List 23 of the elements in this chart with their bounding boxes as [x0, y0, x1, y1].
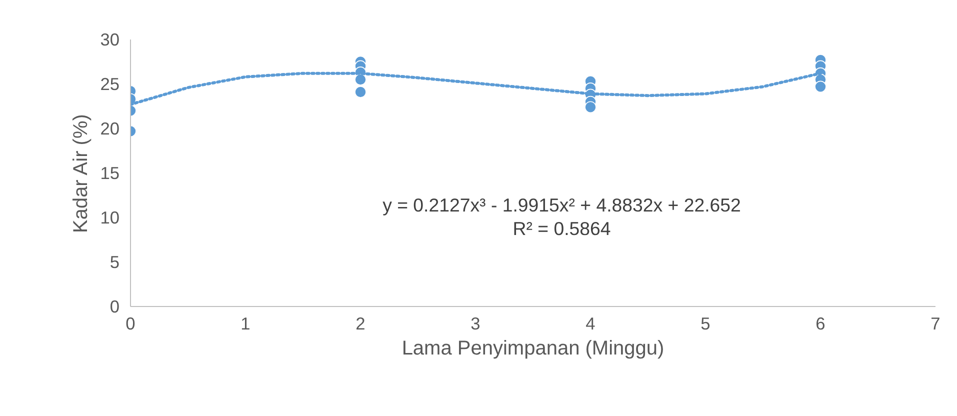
y-tick-label: 20	[100, 118, 120, 138]
x-tick-label: 5	[700, 314, 710, 334]
y-axis-title: Kadar Air (%)	[70, 114, 92, 234]
annotation: R² = 0.5864	[512, 218, 611, 239]
point	[814, 80, 826, 93]
y-tick-label: 30	[100, 30, 120, 50]
x-tick-label: 4	[586, 314, 596, 334]
y-tick-label: 10	[100, 208, 120, 228]
annotation: y = 0.2127x³ - 1.9915x² + 4.8832x + 22.652	[382, 194, 741, 216]
x-tick-label: 1	[240, 314, 250, 334]
y-tick-label: 5	[110, 252, 120, 272]
point	[584, 101, 596, 114]
x-tick-label: 6	[816, 314, 826, 334]
x-tick-label: 7	[930, 314, 940, 334]
x-tick-label: 0	[126, 314, 136, 334]
y-tick-label: 15	[100, 163, 120, 183]
y-tick-label: 0	[110, 296, 120, 316]
x-axis-title: Lama Penyimpanan (Minggu)	[402, 338, 664, 360]
point	[354, 74, 366, 86]
point	[354, 86, 366, 98]
x-tick-label: 2	[356, 314, 366, 334]
x-tick-label: 3	[470, 314, 480, 334]
y-tick-label: 25	[100, 74, 120, 94]
